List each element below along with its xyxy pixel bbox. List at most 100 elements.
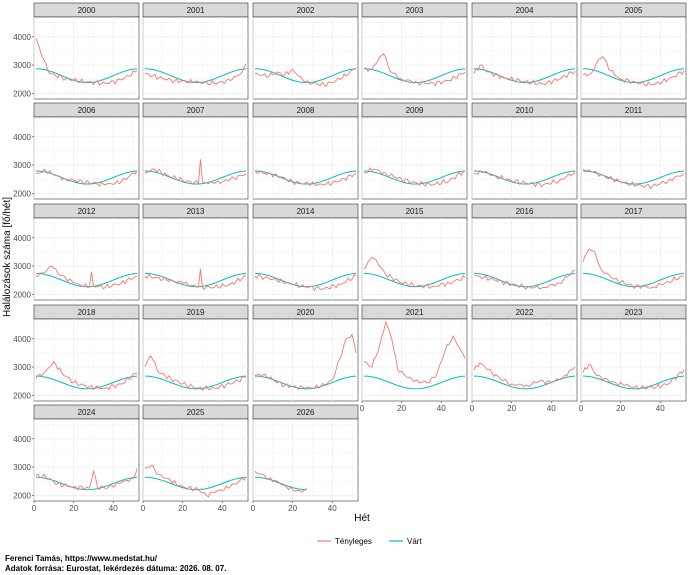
actual-series-line [254, 170, 357, 187]
facet-label: 2000 [78, 6, 96, 15]
panel-2003: 2003 [361, 2, 468, 100]
panel-background [33, 116, 140, 200]
gridlines [471, 218, 577, 300]
actual-series-line [363, 320, 466, 384]
y-tick-label: 4000 [13, 435, 31, 444]
expected-series-line [363, 170, 466, 185]
actual-series-line [254, 67, 357, 87]
actual-series-line [35, 468, 138, 491]
x-tick-label: 0 [579, 404, 584, 413]
facet-label: 2005 [625, 6, 643, 15]
facet-label: 2002 [297, 6, 315, 15]
expected-series-line [473, 170, 576, 185]
panel-background [471, 116, 578, 200]
actual-series-line [473, 169, 576, 188]
y-tick-label: 3000 [13, 161, 31, 170]
expected-series-line [473, 272, 576, 288]
gridlines [142, 117, 248, 199]
facet-label: 2009 [406, 106, 424, 115]
gridlines [580, 17, 686, 99]
y-tick-label: 2000 [13, 391, 31, 400]
facet-label: 2010 [516, 106, 534, 115]
panel-background [142, 418, 249, 502]
panel-background [33, 217, 140, 301]
y-tick-label: 3000 [13, 262, 31, 271]
expected-series-line [35, 375, 138, 390]
actual-series-line [473, 362, 576, 388]
panel-background [33, 16, 140, 100]
panel-2017: 2017 [580, 203, 687, 301]
facet-label: 2016 [516, 207, 534, 216]
gridlines [252, 117, 358, 199]
panel-background [361, 318, 468, 402]
expected-series-line [582, 375, 685, 390]
panel-2007: 2007 [142, 102, 249, 200]
panel-2025: 2025 0 20 40 [141, 404, 249, 513]
expected-series-line [254, 170, 357, 185]
actual-series-line [254, 470, 307, 493]
actual-series-line [35, 168, 138, 187]
panel-2014: 2014 [252, 203, 359, 301]
gridlines [471, 117, 577, 199]
panel-2001: 2001 [142, 2, 249, 100]
x-tick-label: 20 [288, 504, 297, 513]
facet-label: 2013 [187, 207, 205, 216]
panel-2005: 2005 [580, 2, 687, 100]
panel-background [252, 217, 359, 301]
panel-2008: 2008 [252, 102, 359, 200]
y-tick-label: 2000 [13, 189, 31, 198]
actual-series-line [473, 269, 576, 290]
panel-2004: 2004 [471, 2, 578, 100]
actual-series-line [144, 465, 247, 498]
caption-source: Adatok forrása: Eurostat, lekérdezés dát… [5, 564, 227, 573]
legend-item: Tényleges [317, 537, 372, 546]
gridlines [252, 319, 358, 401]
expected-series-line [363, 375, 466, 390]
actual-series-line [144, 63, 247, 86]
gridlines [142, 17, 248, 99]
gridlines [361, 17, 467, 99]
y-tick-label: 4000 [13, 234, 31, 243]
facet-label: 2011 [625, 106, 643, 115]
panel-background [142, 217, 249, 301]
panel-background [33, 418, 140, 502]
facet-label: 2025 [187, 408, 205, 417]
facet-label: 2023 [625, 308, 643, 317]
legend-label: Várt [407, 537, 422, 546]
panel-2024: 2024 2000 3000 4000 0 20 40 [13, 404, 140, 513]
panel-2009: 2009 [361, 102, 468, 200]
x-tick-label: 0 [251, 504, 256, 513]
gridlines [361, 117, 467, 199]
panel-2019: 2019 [142, 304, 249, 402]
panel-background [252, 116, 359, 200]
caption-author: Ferenci Tamás, https://www.medstat.hu/ [5, 554, 158, 563]
panel-background [252, 418, 359, 502]
gridlines [33, 319, 139, 401]
facet-label: 2001 [187, 6, 205, 15]
panel-background [471, 318, 578, 402]
y-tick-label: 2000 [13, 290, 31, 299]
y-tick-label: 2000 [13, 491, 31, 500]
gridlines [142, 319, 248, 401]
actual-series-line [582, 363, 685, 391]
x-tick-label: 40 [328, 504, 337, 513]
actual-series-line [35, 38, 138, 86]
x-tick-label: 40 [218, 504, 227, 513]
facet-label: 2018 [78, 308, 96, 317]
actual-series-line [473, 64, 576, 86]
expected-series-line [582, 68, 685, 84]
panel-2015: 2015 [361, 203, 468, 301]
x-tick-label: 0 [470, 404, 475, 413]
facet-label: 2020 [297, 308, 315, 317]
actual-series-line [144, 268, 247, 291]
panel-2026: 2026 0 20 40 [251, 404, 359, 513]
gridlines [580, 218, 686, 300]
gridlines [361, 319, 467, 401]
y-axis-title: Halálozások száma [fő/hét] [2, 197, 13, 317]
panel-background [580, 16, 687, 100]
panel-2021: 2021 0 20 40 [360, 304, 468, 413]
y-tick-label: 3000 [13, 463, 31, 472]
panel-background [142, 16, 249, 100]
